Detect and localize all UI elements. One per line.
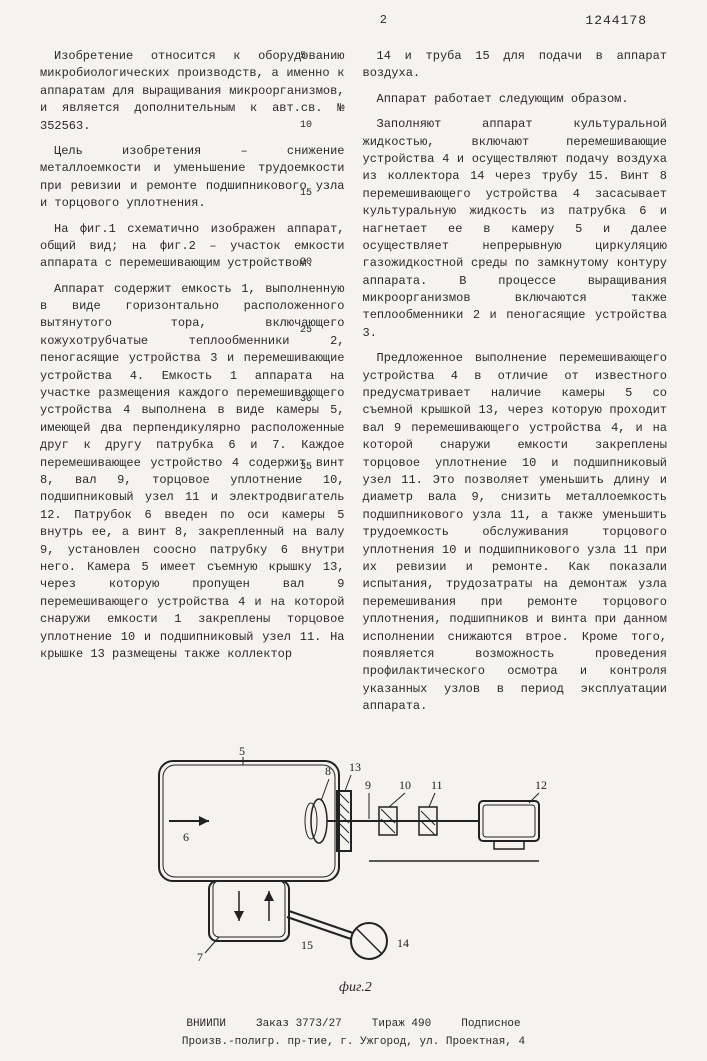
label-7: 7 <box>197 950 203 964</box>
label-12: 12 <box>535 778 547 792</box>
left-column: Изобретение относится к оборудованию мик… <box>40 48 345 723</box>
figure-2: 5 6 7 8 9 10 11 12 13 14 15 фиг.2 <box>40 741 667 1001</box>
para-6: Аппарат работает следующим образом. <box>363 91 668 108</box>
label-13: 13 <box>349 760 361 774</box>
imprint-footer: ВНИИПИ Заказ 3773/27 Тираж 490 Подписное… <box>40 1017 667 1051</box>
para-4: Аппарат содержит емкость 1, выполненную … <box>40 281 345 664</box>
para-8: Предложенное выполнение перемешивающего … <box>363 350 668 715</box>
footer-org: ВНИИПИ <box>186 1017 226 1033</box>
footer-tirazh: Тираж 490 <box>372 1017 431 1033</box>
label-5: 5 <box>239 744 245 758</box>
label-6: 6 <box>183 830 189 844</box>
label-15: 15 <box>301 938 313 952</box>
para-5: 14 и труба 15 для подачи в аппарат возду… <box>363 48 668 83</box>
line-marker: 15 <box>300 187 312 202</box>
label-11: 11 <box>431 778 443 792</box>
para-2: Цель изобретения – снижение металлоемкос… <box>40 143 345 213</box>
line-number-gutter: 5 10 15 20 25 30 35 <box>300 50 312 530</box>
figure-caption: фиг.2 <box>339 980 372 995</box>
line-marker: 5 <box>300 50 312 65</box>
document-number: 1244178 <box>585 12 647 31</box>
label-8: 8 <box>325 764 331 778</box>
footer-order: Заказ 3773/27 <box>256 1017 342 1033</box>
line-marker: 20 <box>300 256 312 271</box>
footer-podpis: Подписное <box>461 1017 520 1033</box>
para-1: Изобретение относится к оборудованию мик… <box>40 48 345 135</box>
label-10: 10 <box>399 778 411 792</box>
right-column: 14 и труба 15 для подачи в аппарат возду… <box>363 48 668 723</box>
line-marker: 10 <box>300 119 312 134</box>
line-marker: 30 <box>300 393 312 408</box>
label-9: 9 <box>365 778 371 792</box>
text-columns: Изобретение относится к оборудованию мик… <box>40 48 667 723</box>
para-7: Заполняют аппарат культуральной жидкость… <box>363 116 668 342</box>
line-marker: 35 <box>300 461 312 476</box>
footer-address: Произв.-полигр. пр-тие, г. Ужгород, ул. … <box>40 1035 667 1051</box>
line-marker: 25 <box>300 324 312 339</box>
page-number: 2 <box>380 12 387 29</box>
label-14: 14 <box>397 936 409 950</box>
para-3: На фиг.1 схематично изображен аппарат, о… <box>40 221 345 273</box>
